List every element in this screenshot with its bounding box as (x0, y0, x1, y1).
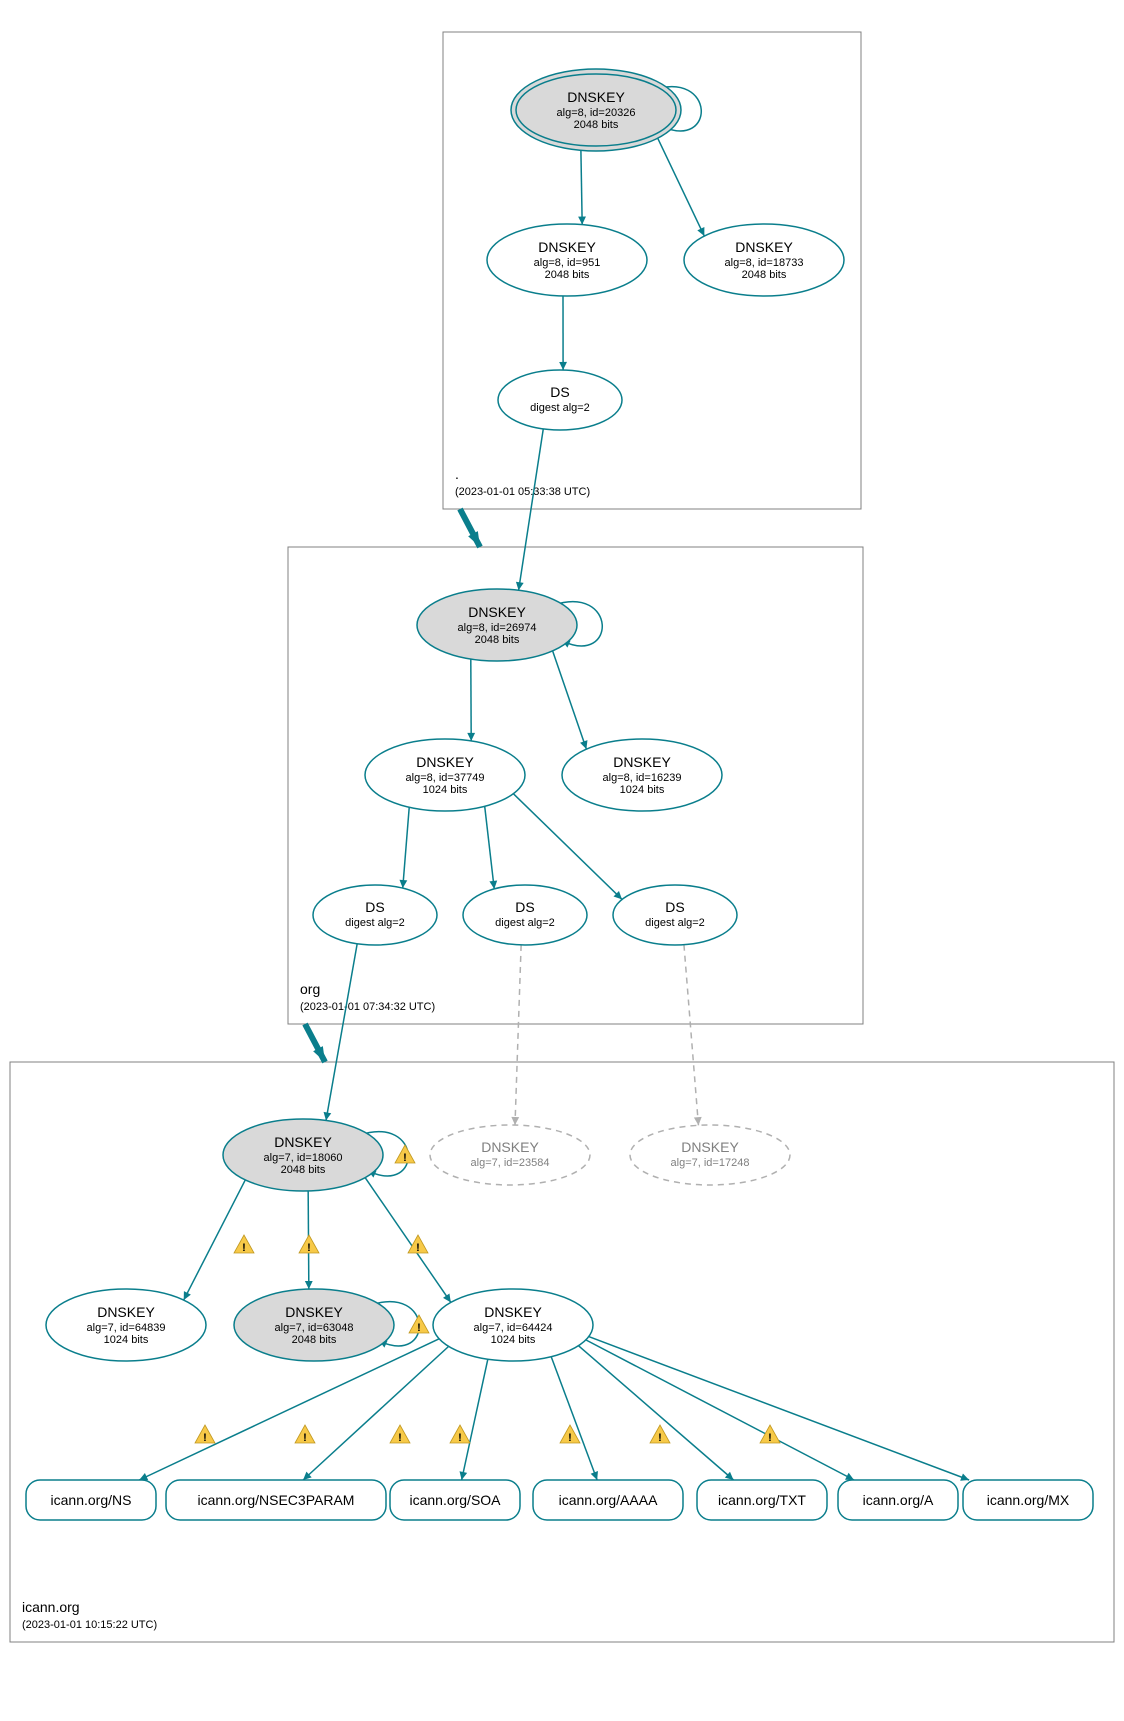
node-bits: 2048 bits (742, 269, 787, 281)
dnskey-node-ig2 (630, 1125, 790, 1185)
svg-text:!: ! (203, 1432, 207, 1444)
rrset-label: icann.org/TXT (718, 1492, 806, 1508)
rrset-label: icann.org/MX (987, 1492, 1070, 1508)
node-detail: alg=7, id=17248 (671, 1157, 750, 1169)
zone-timestamp-org: (2023-01-01 07:34:32 UTC) (300, 1001, 435, 1013)
svg-text:!: ! (242, 1242, 246, 1254)
edge (519, 429, 544, 590)
rrset-label: icann.org/A (863, 1492, 934, 1508)
dnskey-node-ods3 (613, 885, 737, 945)
node-detail: digest alg=2 (530, 402, 590, 414)
svg-text:!: ! (303, 1432, 307, 1444)
edge (326, 944, 357, 1121)
svg-text:!: ! (417, 1322, 421, 1334)
svg-text:!: ! (416, 1242, 420, 1254)
dnskey-node-ods2 (463, 885, 587, 945)
node-bits: 2048 bits (281, 1164, 326, 1176)
dnskey-node-rds (498, 370, 622, 430)
node-detail: alg=8, id=26974 (458, 622, 537, 634)
node-title: DNSKEY (468, 604, 526, 620)
node-detail: digest alg=2 (495, 917, 555, 929)
node-title: DNSKEY (274, 1134, 332, 1150)
node-title: DS (365, 899, 384, 915)
node-detail: alg=7, id=23584 (471, 1157, 550, 1169)
zone-label-org: org (300, 981, 320, 997)
edge (303, 1346, 449, 1480)
edge (515, 945, 521, 1125)
edge (551, 1357, 597, 1480)
svg-text:!: ! (398, 1432, 402, 1444)
edge (485, 806, 495, 889)
node-detail: alg=8, id=37749 (406, 772, 485, 784)
edge (586, 1340, 854, 1480)
node-title: DS (550, 384, 569, 400)
node-title: DNSKEY (613, 754, 671, 770)
node-bits: 2048 bits (292, 1334, 337, 1346)
dnskey-node-ods1 (313, 885, 437, 945)
node-bits: 1024 bits (104, 1334, 149, 1346)
svg-text:!: ! (768, 1432, 772, 1444)
svg-text:!: ! (658, 1432, 662, 1444)
zone-label-root: . (455, 466, 459, 482)
node-title: DNSKEY (735, 239, 793, 255)
edge (589, 1337, 969, 1480)
zone-timestamp-root: (2023-01-01 05:33:38 UTC) (455, 486, 590, 498)
dnssec-chain-diagram: . (2023-01-01 05:33:38 UTC) org (2023-01-01… (0, 0, 1124, 1721)
node-bits: 2048 bits (545, 269, 590, 281)
node-title: DNSKEY (681, 1139, 739, 1155)
node-title: DNSKEY (97, 1304, 155, 1320)
rrset-label: icann.org/SOA (409, 1492, 501, 1508)
node-title: DNSKEY (416, 754, 474, 770)
rrset-label: icann.org/AAAA (559, 1492, 658, 1508)
node-bits: 2048 bits (475, 634, 520, 646)
edge (365, 1178, 451, 1303)
node-detail: alg=7, id=18060 (264, 1152, 343, 1164)
edge (581, 145, 582, 224)
node-detail: alg=7, id=64424 (474, 1322, 553, 1334)
rrset-label: icann.org/NSEC3PARAM (198, 1492, 355, 1508)
node-detail: alg=8, id=18733 (725, 257, 804, 269)
svg-text:!: ! (568, 1432, 572, 1444)
svg-text:!: ! (458, 1432, 462, 1444)
dnskey-node-ig1 (430, 1125, 590, 1185)
node-detail: alg=7, id=63048 (275, 1322, 354, 1334)
node-detail: alg=7, id=64839 (87, 1322, 166, 1334)
edge (462, 1359, 488, 1480)
edge (656, 134, 705, 236)
svg-text:!: ! (403, 1152, 407, 1164)
node-title: DNSKEY (567, 89, 625, 105)
node-detail: alg=8, id=16239 (603, 772, 682, 784)
node-title: DNSKEY (285, 1304, 343, 1320)
node-bits: 1024 bits (491, 1334, 536, 1346)
edge (184, 1180, 246, 1300)
zone-timestamp-icann: (2023-01-01 10:15:22 UTC) (22, 1619, 157, 1631)
edge (513, 794, 622, 900)
edge (684, 945, 699, 1126)
node-detail: digest alg=2 (645, 917, 705, 929)
node-detail: alg=8, id=20326 (557, 107, 636, 119)
node-detail: alg=8, id=951 (534, 257, 601, 269)
node-title: DNSKEY (481, 1139, 539, 1155)
node-bits: 1024 bits (620, 784, 665, 796)
node-bits: 2048 bits (574, 119, 619, 131)
edge (578, 1346, 733, 1480)
rrset-label: icann.org/NS (51, 1492, 132, 1508)
edge (553, 651, 587, 749)
edge (403, 807, 409, 888)
node-detail: digest alg=2 (345, 917, 405, 929)
node-bits: 1024 bits (423, 784, 468, 796)
svg-text:!: ! (307, 1242, 311, 1254)
node-title: DNSKEY (538, 239, 596, 255)
node-title: DS (665, 899, 684, 915)
node-title: DNSKEY (484, 1304, 542, 1320)
zone-label-icann: icann.org (22, 1599, 80, 1615)
node-title: DS (515, 899, 534, 915)
